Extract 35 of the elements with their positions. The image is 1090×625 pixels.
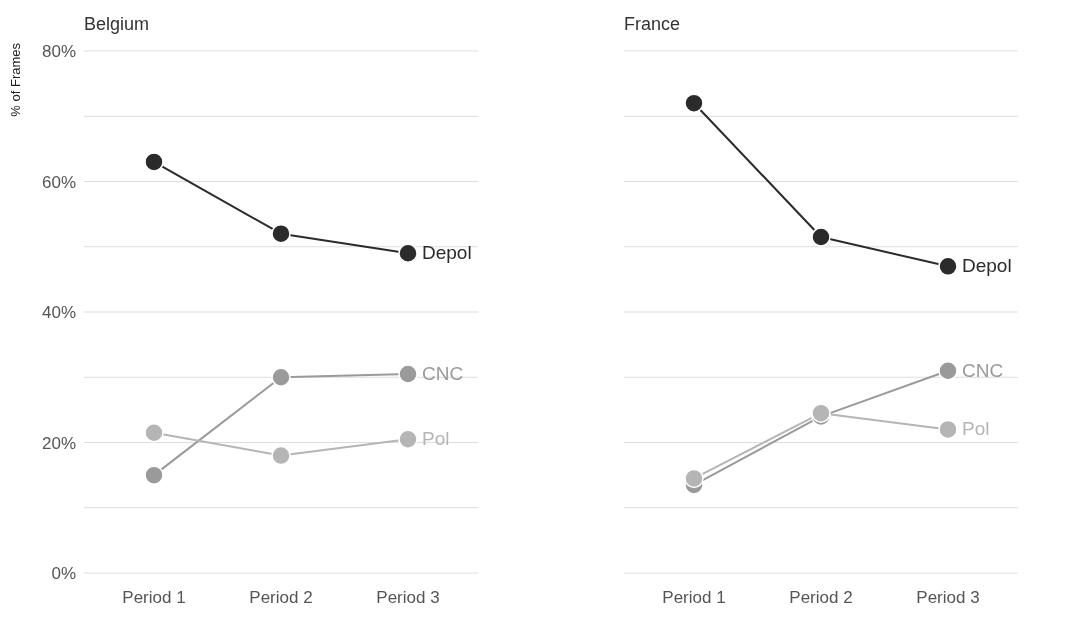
series-label: Pol <box>962 418 990 440</box>
y-axis-title: % of Frames <box>8 42 23 117</box>
y-tick-label: 20% <box>41 433 76 453</box>
series-label: CNC <box>962 359 1004 381</box>
y-tick-label: 0% <box>51 564 76 584</box>
point <box>271 223 291 244</box>
series-label: Pol <box>422 428 450 450</box>
series-label: Depol <box>422 242 472 264</box>
point <box>144 152 164 172</box>
chart-title: France <box>624 14 681 35</box>
x-tick-label: Period 2 <box>249 588 313 608</box>
point <box>271 445 291 466</box>
point <box>811 227 831 247</box>
y-tick-label: 40% <box>41 303 76 323</box>
point <box>938 360 958 381</box>
series-label: CNC <box>422 362 464 384</box>
chart-title: Belgium <box>84 14 150 35</box>
x-tick-label: Period 1 <box>662 588 726 608</box>
x-tick-label: Period 2 <box>789 588 853 608</box>
point <box>684 468 704 489</box>
point <box>398 429 418 449</box>
series-label: Depol <box>962 255 1012 277</box>
x-tick-label: Period 3 <box>376 588 440 608</box>
point <box>938 256 958 277</box>
point <box>144 465 164 485</box>
point <box>938 419 958 440</box>
point <box>144 422 164 443</box>
x-tick-label: Period 1 <box>122 588 186 608</box>
y-tick-label: 80% <box>41 42 76 62</box>
point <box>684 93 704 113</box>
point <box>271 367 291 387</box>
x-tick-label: Period 3 <box>916 588 980 608</box>
point <box>398 243 418 264</box>
y-tick-label: 60% <box>41 172 76 192</box>
point <box>398 364 418 384</box>
